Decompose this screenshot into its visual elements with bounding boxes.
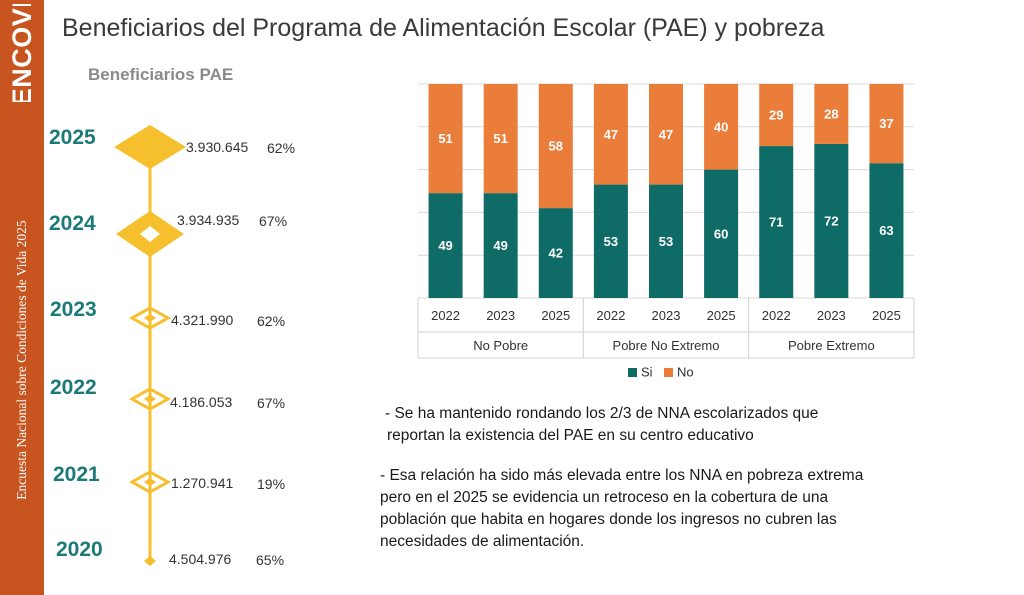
data-label: 71 [769, 215, 783, 230]
timeline-diamond-2025 [114, 125, 186, 169]
bullet-note-2-line-3: población que habita en hogares donde lo… [380, 511, 837, 528]
timeline-pct-2024: 67% [259, 213, 288, 229]
bar-si [704, 169, 739, 298]
x-tick-label: 2025 [541, 308, 570, 323]
bar-si [649, 184, 683, 298]
legend-swatch-si [628, 368, 637, 377]
x-tick-label: 2023 [486, 308, 515, 323]
bar-no [814, 84, 849, 144]
x-tick-label: 2022 [596, 308, 625, 323]
data-label: 47 [659, 127, 673, 142]
timeline-year-2023: 2023 [50, 298, 97, 321]
bar-no [593, 84, 628, 185]
x-tick-label: 2025 [872, 308, 901, 323]
data-label: 42 [549, 246, 563, 261]
bar-si [814, 143, 849, 298]
timeline-year-2021: 2021 [53, 463, 100, 486]
beneficiaries-timeline: 2025 3.930.645 62% 2024 3.934.935 67% 20… [0, 0, 420, 595]
bullet-note-1: - Se ha mantenido rondando los 2/3 de NN… [385, 403, 818, 447]
bar-si [593, 184, 628, 298]
timeline-diamond-inner-2022 [144, 395, 156, 403]
data-label: 63 [879, 223, 893, 238]
timeline-pct-2025: 62% [267, 140, 296, 156]
bullet-note-2-line-4: necesidades de alimentación. [380, 533, 585, 550]
bar-no [869, 84, 904, 164]
timeline-value-2023: 4.321.990 [171, 312, 234, 328]
data-label: 72 [824, 213, 838, 228]
timeline-diamond-inner-2021 [144, 478, 156, 486]
bullet-note-2: - Esa relación ha sido más elevada entre… [380, 465, 863, 553]
legend-label-no: No [677, 365, 694, 380]
group-label: Pobre Extremo [788, 338, 875, 353]
timeline-pct-2020: 65% [256, 552, 285, 568]
bullet-note-2-line-1: - Esa relación ha sido más elevada entre… [380, 467, 864, 484]
pae-poverty-chart: 49 51 2022 49 51 2023 42 58 2025 53 47 2022 53 47 2023… [416, 76, 916, 386]
timeline-year-2024: 2024 [49, 212, 96, 235]
data-label: 37 [879, 116, 893, 131]
bar-si [428, 193, 463, 298]
timeline-diamond-inner-2023 [144, 314, 156, 322]
timeline-value-2022: 4.186.053 [170, 394, 233, 410]
timeline-diamond-2021 [128, 470, 172, 494]
encovi-logo: ENCOVI [2, 0, 42, 106]
data-label: 28 [824, 106, 838, 121]
timeline-value-2024: 3.934.935 [177, 212, 240, 228]
timeline-pct-2022: 67% [257, 395, 286, 411]
data-label: 60 [714, 226, 728, 241]
bullet-note-1-line-1: - Se ha mantenido rondando los 2/3 de NN… [385, 405, 819, 422]
bullet-note-2-line-2: pero en el 2025 se evidencia un retroces… [380, 489, 829, 506]
data-label: 47 [604, 127, 618, 142]
data-label: 29 [769, 108, 783, 123]
x-tick-label: 2023 [817, 308, 846, 323]
data-label: 58 [549, 139, 563, 154]
x-tick-label: 2022 [431, 308, 460, 323]
data-label: 53 [659, 234, 673, 249]
bar-si [538, 208, 573, 298]
timeline-diamond-2022 [128, 387, 172, 411]
timeline-pct-2021: 19% [257, 476, 286, 492]
timeline-subtitle: Beneficiarios PAE [88, 65, 234, 84]
timeline-year-2022: 2022 [50, 376, 97, 399]
group-label: Pobre No Extremo [613, 338, 720, 353]
sidebar: ENCOVI Encuesta Nacional sobre Condicion… [0, 0, 44, 595]
x-tick-label: 2022 [762, 308, 791, 323]
group-label: No Pobre [473, 338, 528, 353]
timeline-value-2025: 3.930.645 [186, 139, 249, 155]
data-label: 51 [438, 131, 452, 146]
x-tick-label: 2025 [707, 308, 736, 323]
timeline-value-2020: 4.504.976 [169, 551, 232, 567]
timeline-pct-2023: 62% [257, 313, 286, 329]
legend-swatch-no [664, 368, 673, 377]
bullet-note-1-line-2: reportan la existencia del PAE en su cen… [387, 427, 754, 444]
bar-no [649, 84, 683, 185]
encovi-logo-text: ENCOVI [7, 4, 37, 102]
bar-si [483, 193, 518, 298]
legend-label-si: Si [641, 365, 653, 380]
stacked-bar-chart: 49 51 2022 49 51 2023 42 58 2025 53 47 2022 53 47 2023… [417, 83, 915, 380]
timeline-diamond-2024-notch [140, 226, 160, 242]
page-title: Beneficiarios del Programa de Alimentaci… [62, 14, 825, 42]
timeline-graphic [114, 125, 186, 566]
timeline-diamond-2020 [144, 556, 156, 566]
bar-no [704, 84, 739, 170]
data-label: 49 [493, 238, 507, 253]
data-label: 40 [714, 119, 728, 134]
bar-si [869, 163, 904, 298]
bar-si [759, 146, 794, 298]
timeline-diamond-2023 [128, 306, 172, 330]
bar-no [759, 84, 794, 147]
x-tick-label: 2023 [652, 308, 681, 323]
data-label: 49 [438, 238, 452, 253]
timeline-year-2020: 2020 [56, 538, 103, 561]
timeline-value-2021: 1.270.941 [171, 475, 234, 491]
bar-no [428, 84, 463, 194]
timeline-year-2025: 2025 [49, 126, 96, 149]
bar-no [538, 84, 573, 209]
data-label: 53 [604, 234, 618, 249]
data-label: 51 [493, 131, 507, 146]
bar-no [483, 84, 518, 194]
